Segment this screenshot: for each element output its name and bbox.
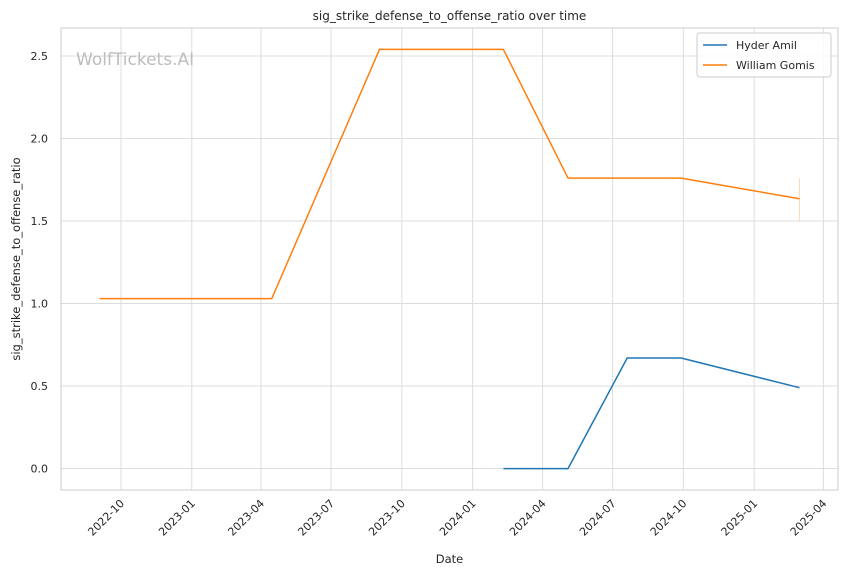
legend-box xyxy=(696,32,832,78)
plot-area-frame xyxy=(60,27,839,491)
x-tick-label: 2024-07 xyxy=(577,497,619,539)
y-axis-label: sig_strike_defense_to_offense_ratio xyxy=(9,157,23,360)
x-tick-label: 2023-10 xyxy=(366,497,408,539)
y-tick-label: 0.5 xyxy=(31,380,49,393)
x-tick-label: 2025-01 xyxy=(719,497,761,539)
y-tick-label: 2.0 xyxy=(31,133,49,146)
legend: Hyder Amil William Gomis xyxy=(696,32,832,78)
legend-label: William Gomis xyxy=(736,59,815,72)
y-tick-label: 2.5 xyxy=(31,50,49,63)
x-tick-label: 2023-07 xyxy=(295,497,337,539)
x-tick-label: 2023-01 xyxy=(156,497,198,539)
grid-lines xyxy=(61,28,838,490)
x-tick-label: 2024-10 xyxy=(648,497,690,539)
x-tick-label: 2025-04 xyxy=(788,497,830,539)
series-line xyxy=(503,357,800,470)
series-layer xyxy=(99,48,801,470)
series-line xyxy=(99,48,800,300)
legend-label: Hyder Amil xyxy=(736,39,797,52)
x-tick-label: 2024-01 xyxy=(437,497,479,539)
y-tick-label: 0.0 xyxy=(31,463,49,476)
chart-title: sig_strike_defense_to_offense_ratio over… xyxy=(313,9,587,23)
x-tick-label: 2022-10 xyxy=(85,497,127,539)
watermark-text: WolfTickets.AI xyxy=(76,50,194,70)
x-axis-label: Date xyxy=(436,552,464,566)
y-axis-ticks: 0.0 0.5 1.0 1.5 2.0 2.5 xyxy=(31,50,49,476)
y-tick-label: 1.5 xyxy=(31,215,49,228)
x-tick-label: 2023-04 xyxy=(225,497,267,539)
x-axis-ticks: 2022-10 2023-01 2023-04 2023-07 2023-10 2024-… xyxy=(85,497,829,539)
x-tick-label: 2024-04 xyxy=(507,497,549,539)
y-tick-label: 1.0 xyxy=(31,298,49,311)
